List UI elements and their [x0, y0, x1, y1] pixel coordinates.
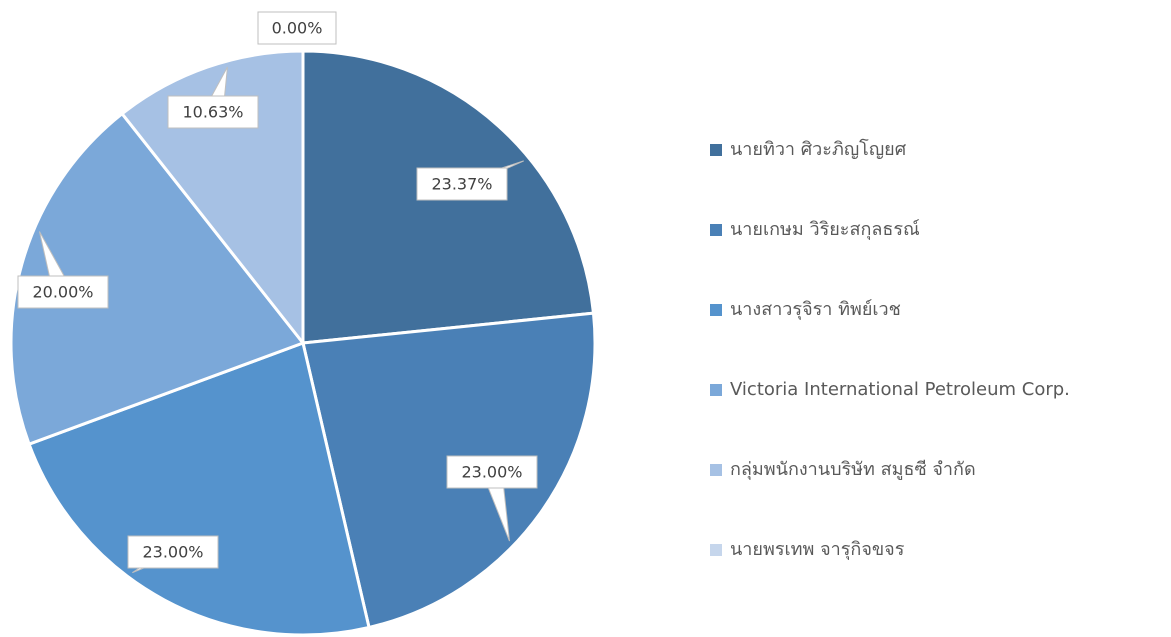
- data-label: 23.00%: [461, 463, 522, 482]
- legend-label: นางสาวรุจิรา ทิพย์เวช: [730, 299, 901, 320]
- label-box: [416, 167, 508, 201]
- legend-label: กลุ่มพนักงานบริษัท สมูธซี จำกัด: [730, 459, 976, 480]
- legend-label: นายทิวา ศิวะภิญโญยศ: [730, 138, 907, 160]
- data-label: 23.37%: [431, 175, 492, 194]
- data-label: 23.00%: [142, 543, 203, 562]
- data-label: 10.63%: [182, 103, 243, 122]
- legend-swatch: [710, 144, 722, 156]
- legend-swatch: [710, 304, 722, 316]
- label-box: [257, 11, 337, 45]
- legend-label: Victoria International Petroleum Corp.: [730, 379, 1070, 400]
- legend-label: นายเกษม วิริยะสกุลธรณ์: [730, 219, 920, 240]
- legend-swatch: [710, 384, 722, 396]
- pie-slice: [27, 341, 371, 637]
- legend-swatch: [710, 224, 722, 236]
- legend-swatch: [710, 544, 722, 556]
- data-label: 0.00%: [272, 19, 323, 38]
- label-box: [17, 275, 109, 309]
- legend-label: นายพรเทพ จารุกิจขจร: [730, 539, 905, 560]
- label-box: [167, 95, 259, 129]
- data-label: 20.00%: [32, 283, 93, 302]
- label-box: [446, 455, 538, 489]
- pie-slice: [9, 111, 306, 447]
- label-box: [127, 535, 219, 569]
- legend-swatch: [710, 464, 722, 476]
